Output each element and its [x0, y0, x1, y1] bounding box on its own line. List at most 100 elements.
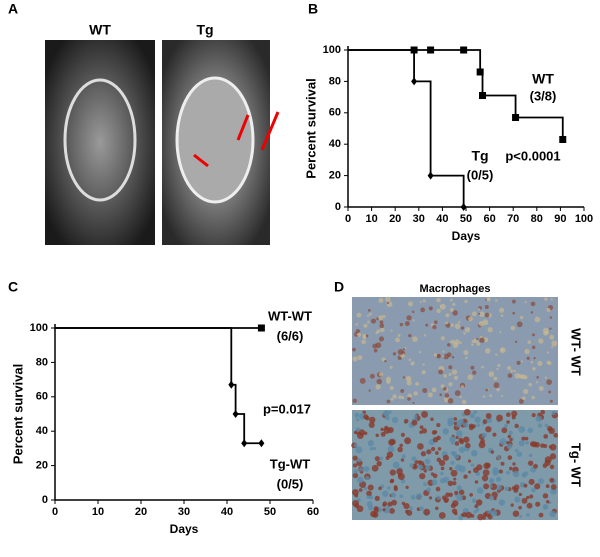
cell [495, 299, 498, 302]
cell [526, 356, 530, 360]
cell [352, 356, 358, 362]
cell [492, 432, 497, 437]
cell [363, 486, 368, 491]
cell [358, 429, 366, 436]
cell [358, 488, 363, 492]
arrow [260, 111, 280, 151]
cell [464, 327, 471, 333]
series-label: Tg [471, 148, 488, 164]
cell [485, 426, 492, 433]
cell [531, 333, 535, 337]
cell [537, 423, 543, 428]
cell [482, 319, 489, 326]
cell [430, 446, 436, 452]
cell [512, 510, 520, 517]
cell [476, 337, 479, 341]
cell [526, 502, 533, 509]
cell [487, 510, 491, 514]
cell [447, 398, 454, 404]
cell [443, 374, 447, 378]
cell [488, 371, 495, 377]
marker [479, 92, 487, 100]
cell [450, 323, 454, 327]
cell [404, 437, 412, 445]
cell [386, 399, 391, 404]
cell [549, 316, 553, 319]
cell [463, 350, 469, 356]
cell [521, 436, 526, 441]
cell [453, 421, 457, 426]
cell [521, 497, 528, 504]
cell [518, 492, 522, 497]
cell [369, 312, 372, 316]
cell [401, 501, 406, 506]
cell [424, 458, 431, 465]
cell [512, 462, 516, 466]
cell [356, 459, 363, 467]
cell [402, 376, 406, 379]
cell [474, 504, 479, 509]
cell [422, 299, 426, 303]
cell [403, 418, 409, 424]
cell [470, 449, 478, 457]
cell [534, 483, 541, 490]
cell [370, 318, 377, 324]
cell [468, 316, 473, 322]
cell [543, 505, 548, 510]
cell [548, 427, 555, 435]
cell [500, 314, 504, 317]
cell [406, 509, 413, 516]
cell [458, 515, 463, 521]
cell [538, 338, 544, 344]
cell [443, 497, 449, 503]
annotation: (0/5) [467, 167, 494, 182]
cell [391, 499, 398, 506]
cell [478, 441, 486, 449]
annotation: (3/8) [530, 88, 557, 103]
cell [499, 331, 502, 334]
cell [389, 508, 395, 514]
cell [454, 454, 460, 460]
cell [362, 410, 366, 415]
cell [511, 299, 516, 304]
cell [407, 397, 411, 401]
cell [440, 336, 445, 341]
cell [378, 336, 385, 342]
x-tick-label: 10 [92, 506, 104, 518]
cell [463, 332, 466, 335]
cell [489, 495, 495, 501]
cell [495, 353, 498, 356]
marker [411, 77, 418, 86]
cell [476, 423, 481, 428]
cell [499, 307, 505, 313]
cell [453, 417, 458, 421]
cell [449, 466, 453, 471]
cell [440, 384, 445, 389]
cell [392, 461, 400, 469]
cell [403, 502, 410, 510]
cell [519, 514, 523, 518]
cell [484, 304, 489, 309]
cell [487, 514, 493, 520]
cell [471, 311, 477, 317]
x-tick-label: 0 [345, 213, 351, 225]
cell [550, 484, 557, 490]
cell [481, 365, 485, 369]
cell [433, 353, 438, 357]
cell [467, 374, 474, 381]
cell [399, 494, 404, 498]
cell [438, 369, 444, 375]
cell [415, 382, 420, 386]
cell [507, 365, 512, 370]
cell [520, 315, 524, 320]
cell [389, 479, 394, 484]
cell [418, 464, 424, 470]
cell [384, 415, 390, 421]
cell [440, 466, 445, 471]
cell [496, 414, 503, 422]
x-axis-title: Days [170, 522, 199, 536]
cell [498, 469, 503, 474]
cell [434, 320, 438, 324]
cell [531, 487, 536, 493]
cell [525, 495, 530, 500]
